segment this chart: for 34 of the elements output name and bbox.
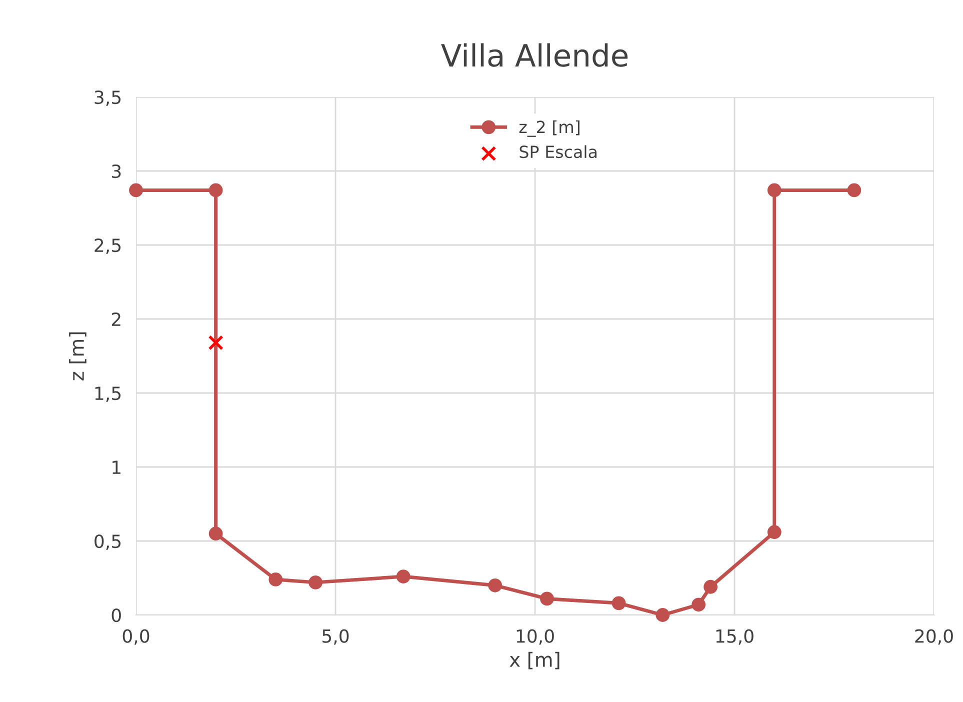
y-tick-label: 2,5 bbox=[94, 238, 121, 254]
point bbox=[656, 608, 670, 622]
y-tick-label: 3 bbox=[112, 164, 121, 178]
point bbox=[208, 335, 224, 350]
point bbox=[767, 183, 782, 198]
x-tick-label: 20,0 bbox=[915, 629, 953, 645]
legend-label: SP Escala bbox=[520, 145, 596, 158]
chart-title: Villa Allende bbox=[441, 43, 628, 67]
x-tick-label: 10,0 bbox=[516, 629, 554, 645]
point bbox=[208, 183, 223, 198]
y-tick-label: 0 bbox=[112, 608, 121, 622]
x-tick-label: 0,0 bbox=[122, 629, 150, 645]
y-tick-label: 0,5 bbox=[94, 534, 121, 550]
y-tick-label: 3,5 bbox=[94, 90, 121, 106]
x-tick-label: 15,0 bbox=[716, 629, 754, 645]
point bbox=[540, 592, 554, 606]
point bbox=[704, 580, 718, 594]
point bbox=[208, 526, 223, 541]
point bbox=[308, 575, 322, 590]
x-axis-title: x [m] bbox=[510, 652, 560, 670]
point bbox=[847, 183, 862, 198]
y-tick-label: 1,5 bbox=[95, 386, 121, 402]
point bbox=[767, 525, 782, 540]
x-tick-label: 5,0 bbox=[322, 629, 349, 645]
y-tick-label: 1 bbox=[112, 460, 120, 474]
legend-label: z_2 [m] bbox=[519, 120, 580, 137]
point bbox=[488, 578, 502, 592]
point bbox=[612, 596, 626, 610]
y-tick-label: 2 bbox=[112, 312, 120, 326]
point bbox=[129, 183, 143, 198]
y-axis-title: z [m] bbox=[69, 332, 86, 380]
point bbox=[396, 570, 410, 584]
point bbox=[268, 572, 283, 586]
point bbox=[692, 598, 706, 612]
